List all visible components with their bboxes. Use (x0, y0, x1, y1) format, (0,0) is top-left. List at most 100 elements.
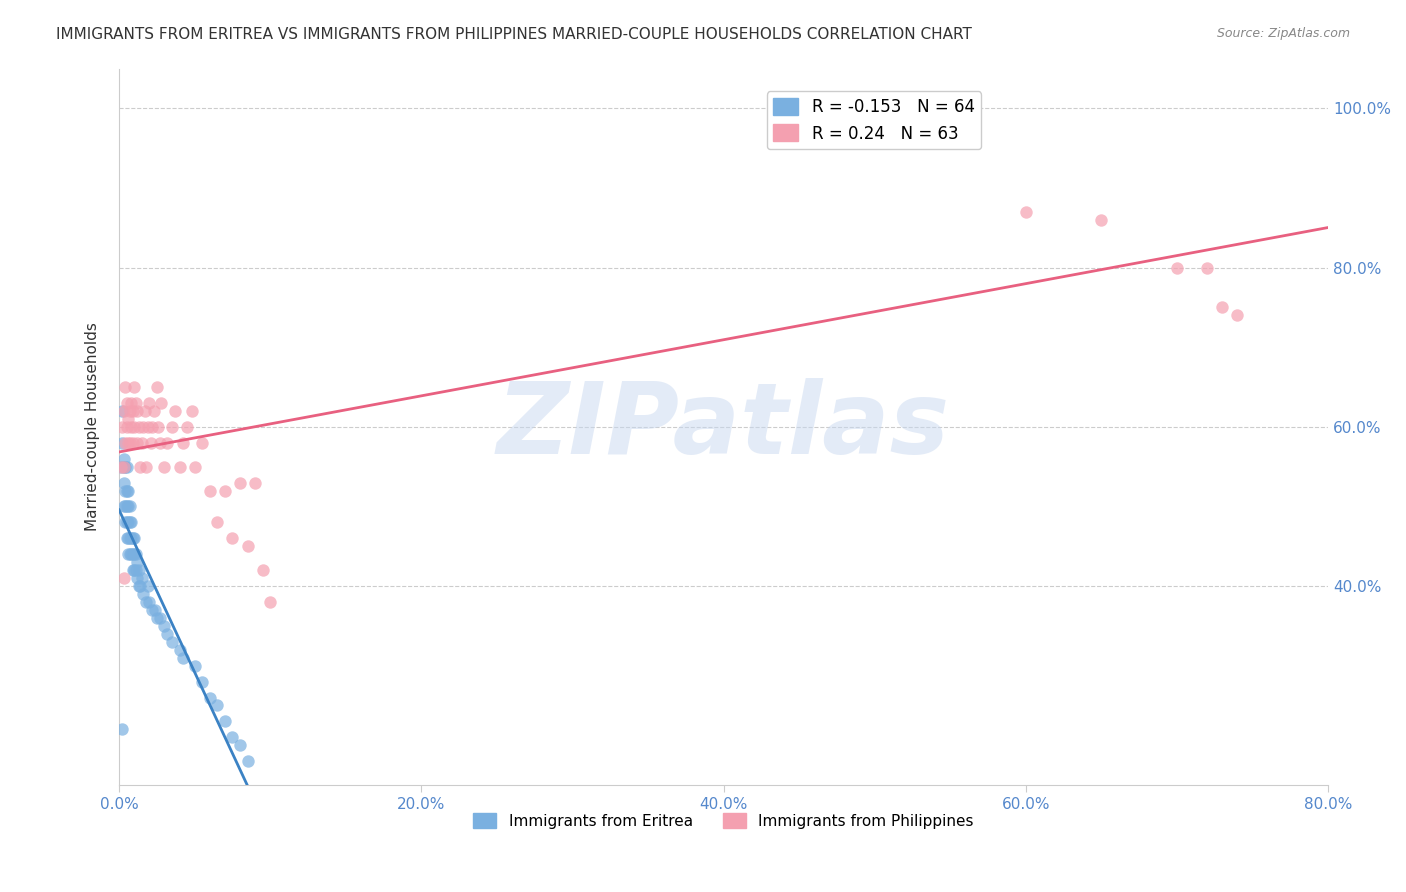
Point (118, 547, 141, 561)
Point (114, 435, 136, 450)
Point (150, 396, 173, 410)
Point (180, 404, 202, 418)
Point (115, 483, 138, 498)
Text: IMMIGRANTS FROM ERITREA VS IMMIGRANTS FROM PHILIPPINES MARRIED-COUPLE HOUSEHOLDS: IMMIGRANTS FROM ERITREA VS IMMIGRANTS FR… (56, 27, 972, 42)
Point (128, 579, 150, 593)
Point (127, 435, 149, 450)
Point (156, 627, 179, 641)
Point (135, 459, 157, 474)
Point (146, 380, 169, 394)
Point (136, 579, 159, 593)
Point (169, 459, 191, 474)
Point (128, 419, 150, 434)
Point (229, 475, 252, 490)
Point (112, 475, 135, 490)
Point (112, 571, 135, 585)
Point (135, 595, 157, 609)
Point (120, 396, 142, 410)
Point (176, 419, 198, 434)
Point (183, 658, 205, 673)
Point (191, 674, 214, 689)
Point (110, 459, 132, 474)
Point (122, 531, 145, 545)
Point (114, 459, 136, 474)
Point (143, 603, 166, 617)
Point (207, 698, 229, 713)
Point (229, 739, 252, 753)
Point (117, 412, 139, 426)
Point (127, 555, 149, 569)
Point (138, 595, 160, 609)
Point (112, 404, 135, 418)
Point (221, 731, 243, 745)
Point (118, 435, 141, 450)
Point (939, 101, 962, 115)
Point (124, 396, 146, 410)
Point (172, 650, 194, 665)
Point (153, 619, 176, 633)
Point (1166, 260, 1188, 275)
Point (156, 435, 179, 450)
Point (117, 531, 139, 545)
Point (114, 516, 136, 530)
Point (134, 404, 156, 418)
Point (127, 404, 149, 418)
Point (129, 459, 152, 474)
Point (172, 435, 194, 450)
Point (136, 419, 159, 434)
Point (110, 459, 132, 474)
Point (132, 587, 155, 601)
Point (118, 404, 141, 418)
Point (120, 547, 142, 561)
Point (160, 634, 183, 648)
Point (146, 611, 169, 625)
Point (122, 380, 145, 394)
Point (115, 396, 138, 410)
Point (111, 404, 134, 418)
Point (117, 547, 139, 561)
Point (1211, 301, 1233, 315)
Point (124, 563, 146, 577)
Point (115, 419, 138, 434)
Point (1226, 309, 1249, 323)
Point (112, 451, 135, 466)
Point (169, 642, 191, 657)
Point (114, 380, 136, 394)
Point (259, 595, 281, 609)
Point (131, 435, 153, 450)
Point (160, 419, 183, 434)
Y-axis label: Married-couple Households: Married-couple Households (86, 322, 100, 532)
Point (117, 500, 139, 514)
Point (191, 435, 214, 450)
Point (114, 500, 136, 514)
Point (117, 483, 139, 498)
Point (121, 547, 143, 561)
Point (112, 500, 135, 514)
Point (111, 435, 134, 450)
Point (124, 547, 146, 561)
Point (127, 571, 149, 585)
Point (198, 483, 221, 498)
Point (122, 547, 145, 561)
Point (120, 516, 142, 530)
Point (142, 404, 165, 418)
Point (148, 419, 170, 434)
Point (117, 435, 139, 450)
Point (139, 435, 162, 450)
Point (121, 404, 143, 418)
Text: Source: ZipAtlas.com: Source: ZipAtlas.com (1216, 27, 1350, 40)
Point (183, 459, 205, 474)
Point (236, 754, 259, 768)
Point (121, 435, 143, 450)
Point (114, 483, 136, 498)
Point (120, 419, 142, 434)
Point (115, 531, 138, 545)
Point (214, 483, 236, 498)
Point (117, 516, 139, 530)
Point (121, 563, 143, 577)
Point (118, 516, 141, 530)
Point (122, 419, 145, 434)
Point (121, 531, 143, 545)
Point (120, 531, 142, 545)
Point (122, 563, 145, 577)
